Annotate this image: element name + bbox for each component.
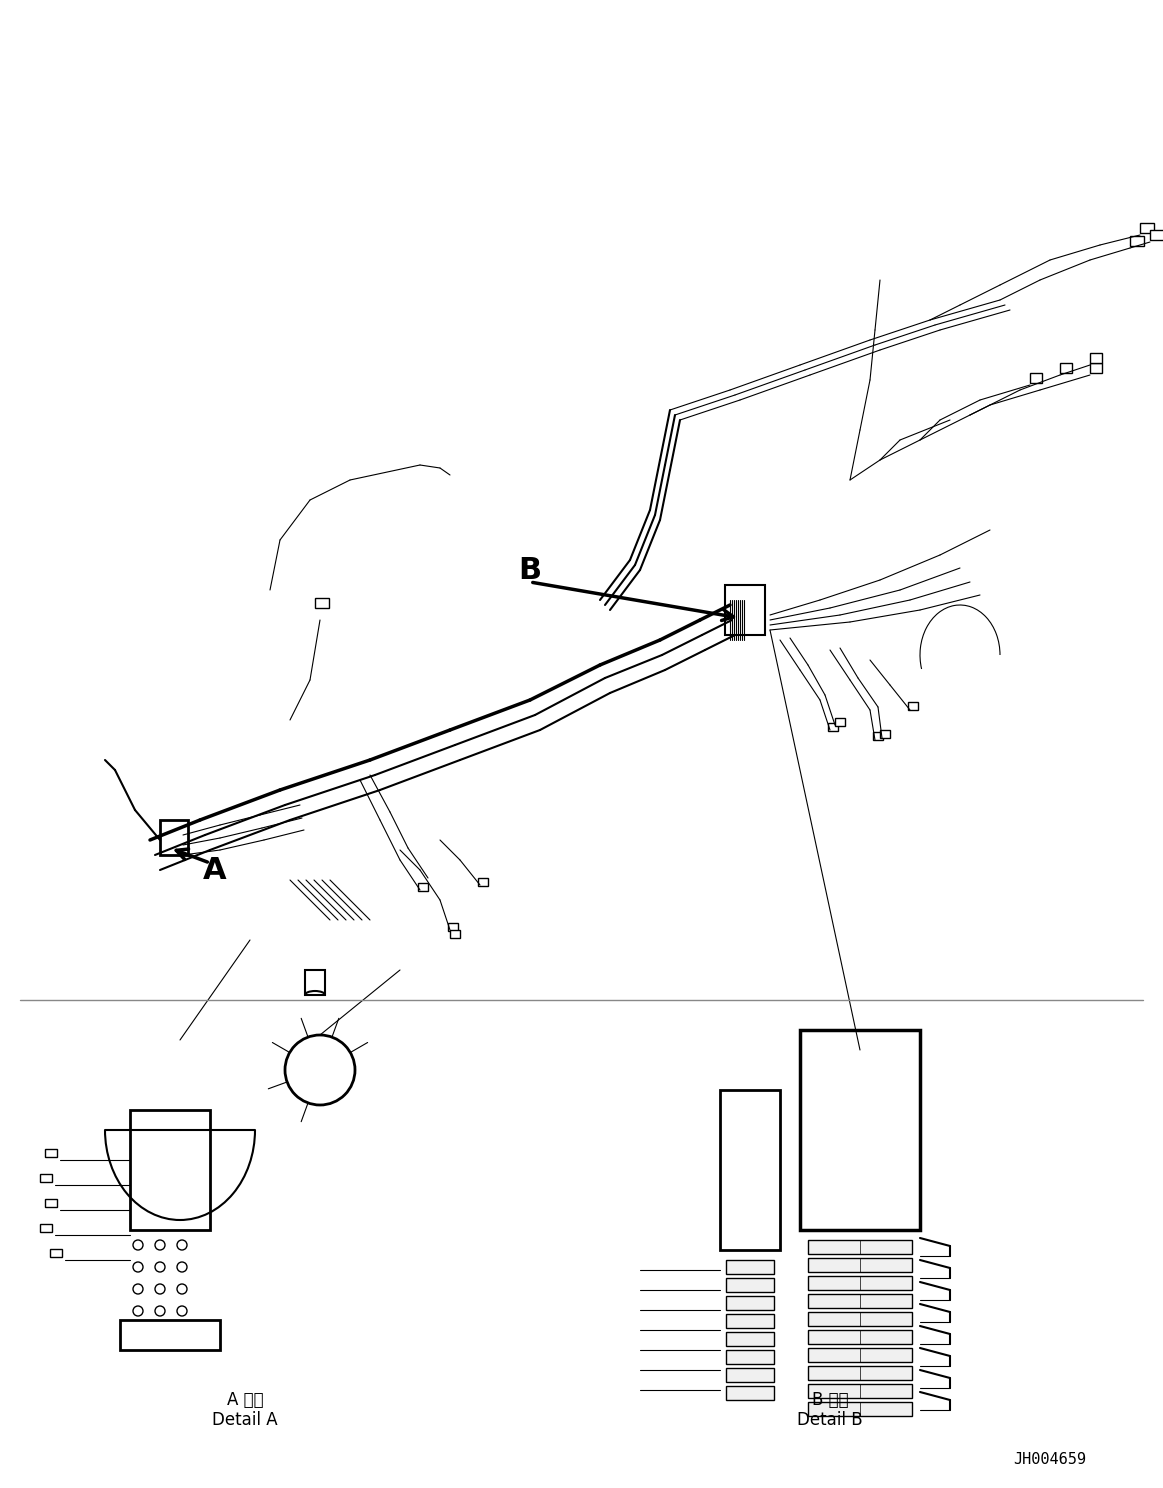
Bar xyxy=(726,1260,775,1274)
Bar xyxy=(1130,237,1144,246)
Text: A: A xyxy=(204,856,227,884)
Bar xyxy=(1090,353,1103,363)
Bar xyxy=(1140,223,1154,234)
Bar xyxy=(808,1402,912,1417)
Bar xyxy=(808,1366,912,1379)
Bar xyxy=(808,1257,912,1272)
Bar xyxy=(45,1149,57,1158)
Bar xyxy=(130,1110,211,1231)
Bar xyxy=(908,702,918,710)
Circle shape xyxy=(133,1306,143,1315)
Bar xyxy=(448,923,458,931)
Bar xyxy=(726,1385,775,1400)
Circle shape xyxy=(155,1262,165,1272)
Bar xyxy=(835,719,846,726)
Bar xyxy=(726,1278,775,1292)
Bar xyxy=(726,1350,775,1364)
Bar xyxy=(478,878,488,885)
Circle shape xyxy=(133,1284,143,1295)
Bar xyxy=(808,1348,912,1362)
Text: JH004659: JH004659 xyxy=(1013,1452,1086,1467)
Bar xyxy=(720,1091,780,1250)
Bar xyxy=(808,1384,912,1399)
Bar xyxy=(873,732,883,740)
Circle shape xyxy=(155,1284,165,1295)
Circle shape xyxy=(155,1306,165,1315)
Bar xyxy=(418,882,428,891)
Bar xyxy=(160,820,188,856)
Circle shape xyxy=(133,1240,143,1250)
Bar xyxy=(808,1295,912,1308)
Bar xyxy=(45,1199,57,1207)
Circle shape xyxy=(285,1036,355,1106)
Bar xyxy=(808,1240,912,1254)
Bar xyxy=(880,731,890,738)
Bar xyxy=(305,970,324,995)
Circle shape xyxy=(177,1262,187,1272)
Bar xyxy=(726,1367,775,1382)
Circle shape xyxy=(133,1262,143,1272)
Bar xyxy=(808,1330,912,1344)
Text: A 詳細: A 詳細 xyxy=(227,1391,263,1409)
Text: B 詳細: B 詳細 xyxy=(812,1391,848,1409)
Circle shape xyxy=(177,1240,187,1250)
Bar xyxy=(40,1174,52,1181)
Text: B: B xyxy=(519,555,542,585)
Bar xyxy=(725,585,765,635)
Circle shape xyxy=(177,1284,187,1295)
Bar xyxy=(1090,363,1103,373)
Bar xyxy=(828,723,839,731)
Bar xyxy=(726,1314,775,1327)
Bar xyxy=(800,1030,920,1231)
Bar xyxy=(726,1296,775,1309)
Circle shape xyxy=(177,1306,187,1315)
Text: Detail B: Detail B xyxy=(797,1411,863,1428)
Bar xyxy=(450,930,461,937)
Bar xyxy=(1030,373,1042,382)
Bar xyxy=(1150,231,1163,240)
Bar xyxy=(120,1320,220,1350)
Bar xyxy=(315,598,329,609)
Circle shape xyxy=(155,1240,165,1250)
Bar xyxy=(40,1225,52,1232)
Bar xyxy=(808,1312,912,1326)
Text: Detail A: Detail A xyxy=(212,1411,278,1428)
Bar xyxy=(1059,363,1072,373)
Bar xyxy=(50,1248,62,1257)
Bar xyxy=(726,1332,775,1347)
Bar xyxy=(808,1277,912,1290)
